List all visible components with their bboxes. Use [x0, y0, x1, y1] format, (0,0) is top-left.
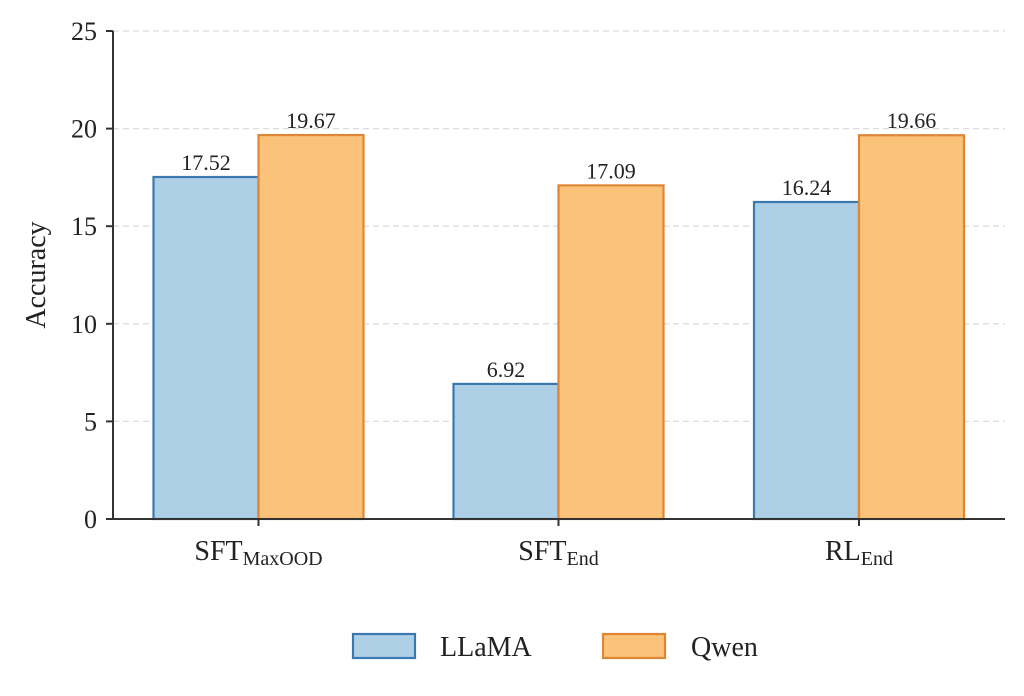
data-label: 19.66 [887, 108, 937, 133]
bar-llama [152, 175, 260, 521]
data-label: 19.67 [286, 108, 336, 133]
bar-qwen [857, 134, 966, 521]
x-tick-label: SFTEnd [518, 536, 598, 570]
bar-llama [752, 200, 861, 521]
y-tick-label: 15 [71, 212, 97, 241]
y-tick-label: 10 [71, 310, 97, 339]
data-label: 17.52 [181, 150, 231, 175]
y-tick-label: 25 [71, 17, 97, 46]
legend: LLaMA Qwen [351, 632, 758, 663]
y-tick-label: 20 [71, 115, 97, 144]
legend-label-qwen: Qwen [691, 632, 758, 663]
x-tick-label: SFTMaxOOD [194, 536, 322, 570]
bar-qwen [557, 184, 665, 521]
data-label: 17.09 [586, 158, 636, 183]
legend-label-llama: LLaMA [440, 632, 533, 663]
bar-llama [452, 382, 560, 521]
legend-swatch-llama [351, 632, 417, 660]
legend-swatch-qwen [601, 632, 667, 660]
y-tick-label: 5 [84, 407, 97, 436]
data-labels: 17.52 6.92 16.24 19.67 17.09 19.66 [181, 108, 936, 382]
data-label: 6.92 [487, 357, 526, 382]
data-label: 16.24 [782, 175, 832, 200]
bar-qwen [257, 133, 365, 521]
y-axis-title: Accuracy [21, 221, 52, 328]
y-tick-label: 0 [84, 505, 97, 534]
x-tick-label: RLEnd [825, 536, 893, 570]
bars [152, 133, 966, 521]
axes: 0 5 10 15 20 25 SFTMaxOOD SFTEnd RLEnd Accuracy [21, 17, 1005, 570]
